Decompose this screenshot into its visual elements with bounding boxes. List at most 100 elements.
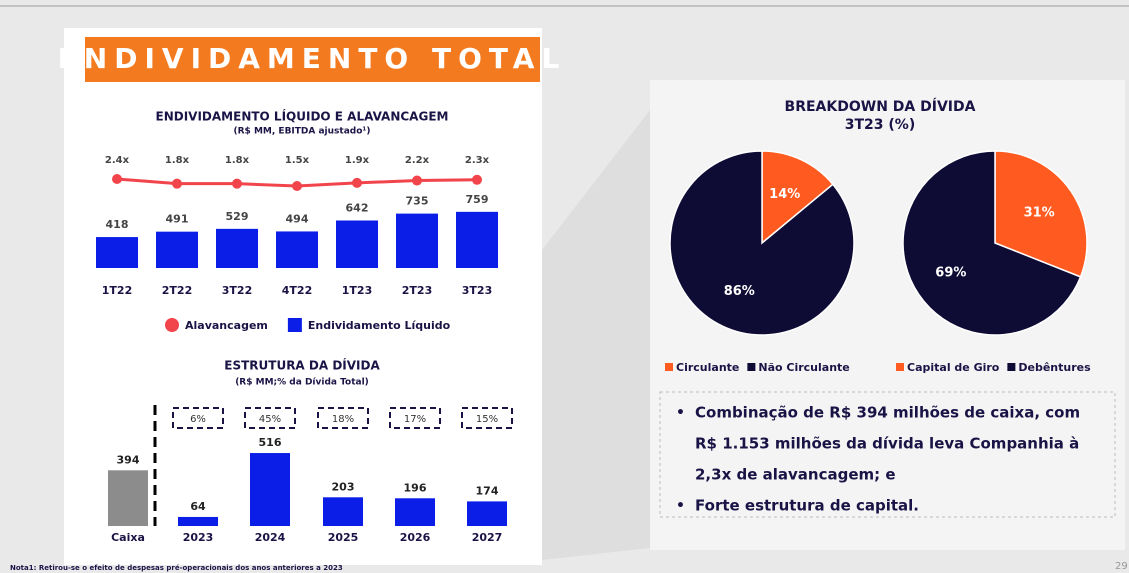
x-tick-label: 2023: [183, 531, 214, 544]
title-box: [85, 37, 540, 82]
line-label: 2.2x: [405, 155, 430, 166]
share-label: 17%: [404, 414, 426, 425]
legend-swatch: [665, 363, 673, 371]
bar: [467, 501, 507, 526]
bar: [96, 237, 138, 268]
x-tick-label: 3T22: [222, 284, 252, 297]
x-tick-label: 2026: [400, 531, 431, 544]
pie-label: 31%: [1024, 206, 1055, 221]
bar-label: 491: [166, 213, 189, 226]
line-point: [232, 178, 242, 189]
pie-heading: BREAKDOWN DA DÍVIDA: [785, 98, 976, 115]
share-label: 18%: [332, 414, 354, 425]
legend-swatch: [165, 318, 179, 332]
bullet-box: [659, 391, 1116, 518]
bar-label: 759: [466, 193, 489, 206]
pie-slice: [761, 150, 834, 245]
bullet-text: R$ 1.153 milhões da dívida leva Companhi…: [695, 435, 1079, 453]
share-box: [389, 407, 441, 429]
bullet-text: Combinação de R$ 394 milhões de caixa, c…: [695, 404, 1080, 422]
line-point: [352, 177, 362, 188]
x-tick-label: 2027: [472, 531, 503, 544]
line-point: [472, 174, 482, 185]
legend-swatch: [287, 318, 302, 332]
x-tick-label: 1T23: [342, 284, 372, 297]
share-box: [172, 407, 224, 429]
x-tick-label: 2024: [255, 531, 286, 544]
share-box: [317, 407, 369, 429]
bar-label: 394: [117, 453, 140, 466]
chart-subtitle: (R$ MM;% da Dívida Total): [235, 378, 369, 388]
chart-subtitle: (R$ MM, EBITDA ajustado¹): [234, 127, 371, 137]
x-tick-label: Caixa: [111, 531, 145, 544]
line-label: 1.9x: [345, 155, 370, 166]
page-number: 29: [1115, 561, 1128, 572]
bar: [336, 220, 378, 268]
share-label: 6%: [190, 414, 206, 425]
x-tick-label: 4T22: [282, 284, 312, 297]
bar: [395, 498, 435, 526]
pie-slice: [902, 150, 1082, 336]
line-label: 1.5x: [285, 155, 310, 166]
x-tick-label: 2T22: [162, 284, 192, 297]
share-box: [461, 407, 513, 429]
x-tick-label: 2T23: [402, 284, 432, 297]
bar-label: 418: [106, 218, 129, 231]
pie-slice: [994, 150, 1088, 278]
pie-subheading: 3T23 (%): [845, 117, 915, 133]
bullet-text: 2,3x de alavancagem; e: [695, 466, 896, 484]
chart-title: ENDIVIDAMENTO LÍQUIDO E ALAVANCAGEM: [156, 109, 449, 124]
bar-label: 203: [332, 480, 355, 493]
bar-label: 64: [190, 500, 206, 513]
line-point: [292, 181, 302, 192]
bar: [156, 231, 198, 268]
line-point: [412, 175, 422, 186]
bar: [323, 497, 363, 526]
bullet-dot: •: [676, 405, 685, 421]
line-point: [172, 178, 182, 189]
chart-title: ESTRUTURA DA DÍVIDA: [224, 358, 380, 373]
share-label: 45%: [259, 414, 281, 425]
legend-label: Circulante: [676, 361, 739, 374]
line-label: 1.8x: [165, 155, 190, 166]
bar-label: 494: [286, 212, 309, 225]
legend-swatch: [1007, 363, 1016, 371]
legend-label: Alavancagem: [185, 319, 268, 332]
share-label: 15%: [476, 414, 498, 425]
line-label: 2.4x: [105, 155, 130, 166]
legend-label: Capital de Giro: [907, 361, 1000, 374]
connector: [542, 110, 650, 560]
bullet-dot: •: [676, 498, 685, 514]
bar-label: 516: [259, 436, 282, 449]
line-label: 1.8x: [225, 155, 250, 166]
legend-label: Endividamento Líquido: [308, 319, 451, 332]
legend-swatch: [896, 363, 904, 371]
bar: [396, 213, 438, 268]
legend-swatch: [747, 363, 756, 371]
bar-label: 735: [406, 195, 429, 208]
pie-slice: [669, 150, 855, 336]
x-tick-label: 2025: [328, 531, 359, 544]
bar-label: 642: [346, 201, 369, 214]
bar-label: 529: [226, 210, 249, 223]
line-label: 2.3x: [465, 155, 490, 166]
x-tick-label: 3T23: [462, 284, 492, 297]
bar: [456, 211, 498, 268]
bar-label: 174: [476, 484, 499, 497]
bar: [178, 516, 218, 526]
footnote: Nota1: Retirou-se o efeito de despesas p…: [10, 564, 343, 572]
bar: [216, 228, 258, 268]
bullet-text: Forte estrutura de capital.: [695, 497, 919, 515]
bar: [108, 470, 148, 526]
bar: [250, 453, 290, 526]
line-point: [112, 174, 122, 184]
share-box: [244, 407, 296, 429]
pie-label: 69%: [935, 265, 966, 280]
bar-label: 196: [404, 481, 427, 494]
legend-label: Não Circulante: [758, 361, 849, 374]
title: ENDIVIDAMENTO TOTAL: [58, 42, 567, 75]
x-tick-label: 1T22: [102, 284, 132, 297]
pie-label: 86%: [724, 284, 755, 299]
